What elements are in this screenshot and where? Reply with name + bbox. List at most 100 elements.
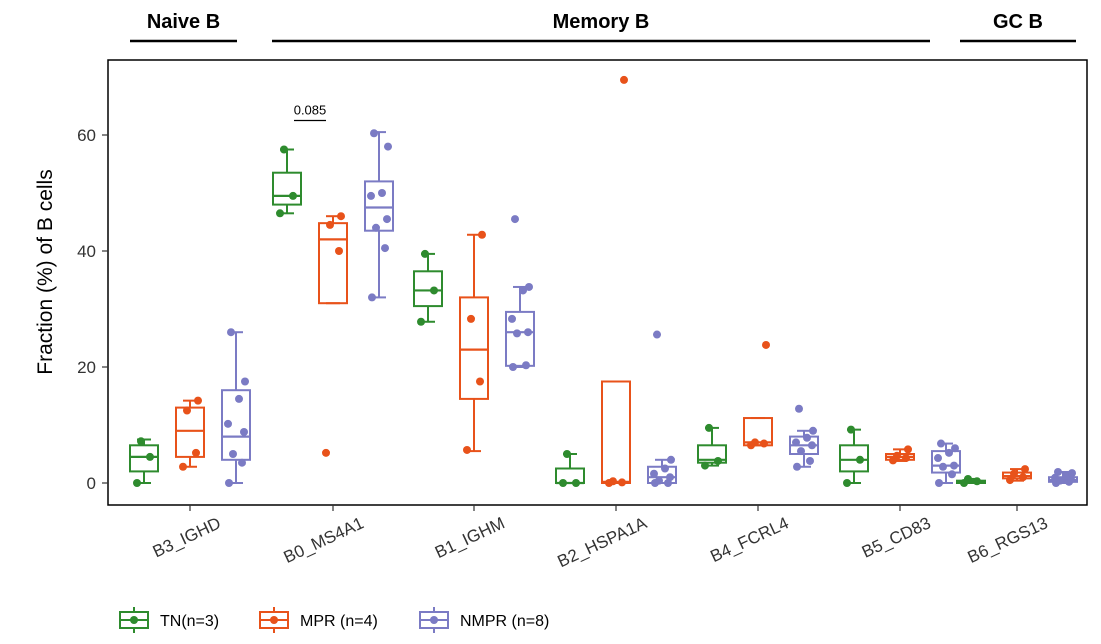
legend-key-point — [130, 616, 138, 624]
y-tick-label: 0 — [87, 474, 96, 493]
data-point — [935, 479, 943, 487]
y-tick-label: 40 — [77, 242, 96, 261]
data-point — [370, 129, 378, 138]
group-label: GC B — [993, 11, 1043, 33]
series-0 — [129, 145, 986, 487]
data-point — [381, 244, 389, 253]
box — [221, 389, 251, 461]
data-point — [806, 456, 814, 465]
y-tick-label: 60 — [77, 126, 96, 145]
data-point — [701, 461, 709, 470]
data-point — [525, 282, 533, 291]
p-value-label: 0.085 — [294, 103, 327, 118]
data-point — [519, 286, 527, 295]
data-point — [146, 452, 154, 461]
data-point — [322, 448, 330, 457]
data-point — [1021, 465, 1029, 474]
data-point — [714, 456, 722, 465]
data-point — [335, 247, 343, 255]
data-point — [513, 329, 521, 338]
x-axis: B3_IGHD B0_MS4A1 B1_IGHM B2_HSPA1A B4_FCRL4 B… — [150, 505, 1051, 571]
data-point — [937, 439, 945, 448]
data-point — [511, 215, 519, 224]
data-point — [795, 404, 803, 413]
x-tick-label: B5_CD83 — [859, 513, 934, 561]
data-point — [1068, 469, 1076, 478]
data-point — [478, 230, 486, 239]
data-point — [572, 479, 580, 487]
group-label: Naive B — [147, 11, 220, 33]
box — [129, 444, 159, 473]
data-point — [751, 438, 759, 447]
data-point — [524, 328, 532, 337]
data-point — [238, 458, 246, 467]
data-point — [1062, 472, 1070, 481]
box — [601, 380, 631, 484]
data-point — [194, 396, 202, 405]
data-point — [847, 425, 855, 434]
data-point — [609, 477, 617, 486]
data-point — [509, 363, 517, 371]
x-tick-label: B1_IGHM — [432, 513, 508, 562]
data-point — [508, 314, 516, 323]
series-1 — [175, 75, 1032, 487]
y-axis-title: Fraction (%) of B cells — [34, 169, 57, 374]
data-point — [326, 220, 334, 229]
data-point — [559, 479, 567, 487]
legend-label: MPR (n=4) — [300, 613, 378, 630]
data-point — [809, 426, 817, 435]
legend-item: NMPR (n=8) — [419, 607, 549, 633]
data-point — [337, 212, 345, 221]
x-tick-label: B0_MS4A1 — [281, 513, 367, 567]
data-point — [224, 419, 232, 428]
data-point — [372, 223, 380, 232]
legend-item: MPR (n=4) — [259, 607, 378, 633]
data-point — [667, 455, 675, 464]
box — [697, 444, 727, 464]
data-point — [280, 145, 288, 154]
data-point — [463, 445, 471, 454]
data-point — [368, 293, 376, 302]
y-axis: 0 20 40 60 — [77, 126, 108, 493]
data-point — [192, 448, 200, 457]
data-point — [620, 75, 628, 84]
y-tick-label: 20 — [77, 358, 96, 377]
data-point — [1010, 469, 1018, 478]
x-tick-label: B2_HSPA1A — [555, 513, 651, 571]
data-point — [240, 427, 248, 436]
data-point — [964, 474, 972, 483]
data-point — [235, 394, 243, 403]
x-tick-label: B3_IGHD — [150, 513, 224, 561]
data-point — [137, 437, 145, 446]
box — [175, 406, 205, 458]
group-label: Memory B — [553, 11, 650, 33]
data-point — [367, 191, 375, 200]
data-point — [384, 142, 392, 151]
data-point — [383, 215, 391, 224]
box — [839, 444, 869, 473]
data-point — [1006, 476, 1014, 485]
data-point — [655, 476, 663, 485]
data-point — [183, 406, 191, 415]
data-point — [760, 439, 768, 448]
x-tick-label: B6_RGS13 — [965, 513, 1051, 567]
data-point — [792, 438, 800, 447]
box — [459, 296, 489, 400]
box — [364, 180, 394, 232]
legend-key-point — [270, 616, 278, 624]
box — [272, 171, 302, 206]
data-point — [808, 441, 816, 450]
data-point — [378, 189, 386, 197]
data-point — [934, 454, 942, 463]
data-point — [133, 479, 141, 487]
box — [318, 222, 348, 305]
data-point — [522, 361, 530, 370]
data-point — [803, 433, 811, 442]
data-point — [225, 479, 233, 487]
data-point — [417, 317, 425, 326]
box-series — [129, 75, 1078, 487]
data-point — [797, 447, 805, 456]
data-point — [705, 423, 713, 432]
data-point — [661, 464, 669, 473]
